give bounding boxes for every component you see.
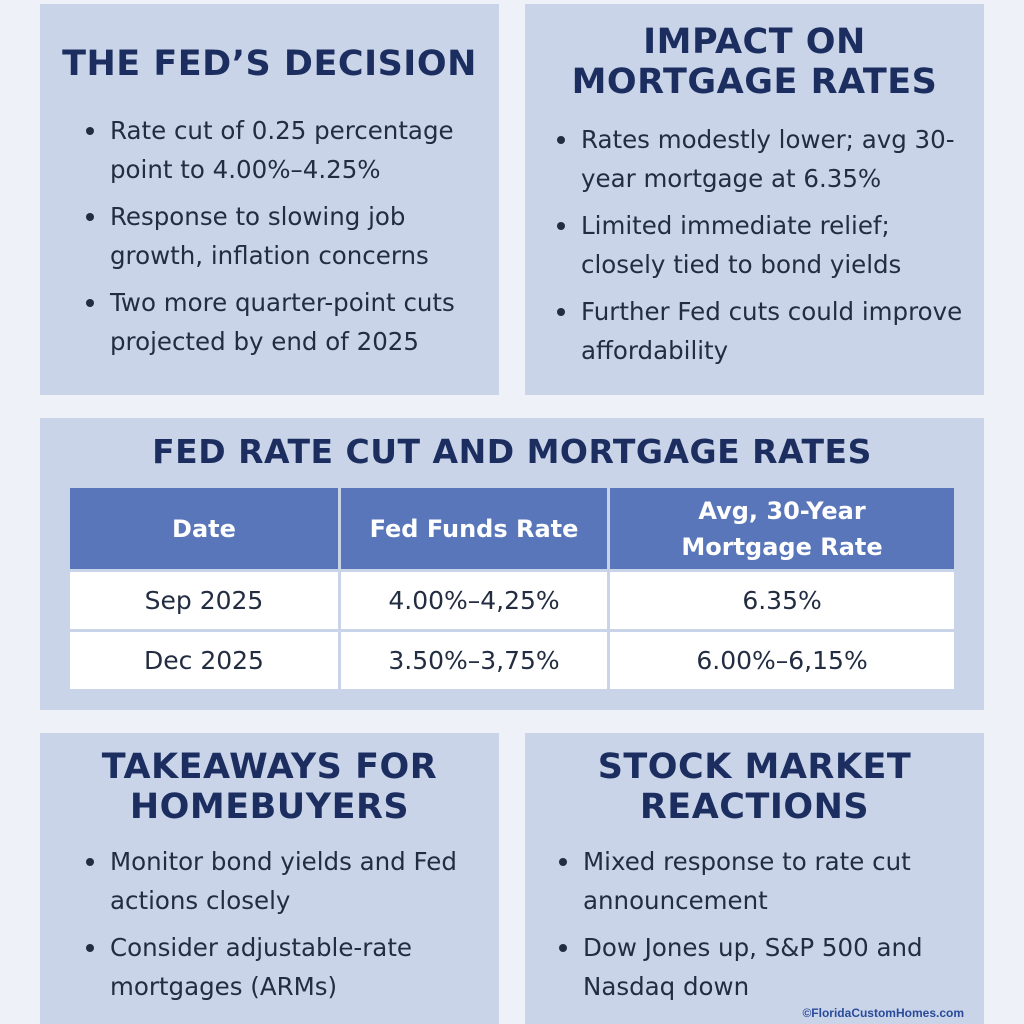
rate-table-title: FED RATE CUT AND MORTGAGE RATES — [152, 432, 872, 471]
takeaways-list: Monitor bond yields and Fed actions clos… — [84, 843, 485, 1015]
header-fed-funds-rate: Fed Funds Rate — [337, 485, 611, 572]
bullet-icon — [86, 944, 94, 952]
fed-decision-panel: THE FED’S DECISION Rate cut of 0.25 perc… — [40, 4, 499, 395]
stock-market-title: STOCK MARKET REACTIONS — [597, 747, 912, 827]
header-mortgage-rate: Avg, 30-Year Mortgage Rate — [607, 485, 957, 572]
watermark: ©FloridaCustomHomes.com — [802, 1006, 964, 1020]
bullet-icon — [557, 136, 565, 144]
mortgage-impact-title: IMPACT ON MORTGAGE RATES — [571, 22, 938, 102]
list-item: Rate cut of 0.25 percentage point to 4.0… — [84, 112, 485, 189]
cell-mortgage-rate: 6.00%–6,15% — [607, 629, 957, 692]
bullet-icon — [559, 858, 567, 866]
cell-fed-funds-rate: 3.50%–3,75% — [337, 629, 611, 692]
bullet-icon — [86, 213, 94, 221]
list-item: Two more quarter-point cuts projected by… — [84, 284, 485, 361]
list-item: Further Fed cuts could improve affordabi… — [555, 293, 970, 370]
list-item: Monitor bond yields and Fed actions clos… — [84, 843, 485, 920]
table-row: Sep 2025 4.00%–4,25% 6.35% — [67, 569, 957, 632]
bullet-icon — [559, 944, 567, 952]
cell-date: Dec 2025 — [67, 629, 341, 692]
takeaways-panel: TAKEAWAYS FOR HOMEBUYERS Monitor bond yi… — [40, 733, 499, 1024]
table-row: Dec 2025 3.50%–3,75% 6.00%–6,15% — [67, 629, 957, 692]
fed-decision-list: Rate cut of 0.25 percentage point to 4.0… — [84, 112, 485, 370]
list-item: Limited immediate relief; closely tied t… — [555, 207, 970, 284]
takeaways-title: TAKEAWAYS FOR HOMEBUYERS — [101, 747, 438, 827]
mortgage-impact-list: Rates modestly lower; avg 30-year mortga… — [555, 121, 970, 379]
rate-table-panel: FED RATE CUT AND MORTGAGE RATES Date Fed… — [40, 418, 984, 710]
list-item: Consider adjustable-rate mortgages (ARMs… — [84, 929, 485, 1006]
bullet-icon — [557, 222, 565, 230]
bullet-icon — [557, 308, 565, 316]
stock-market-panel: STOCK MARKET REACTIONS Mixed response to… — [525, 733, 984, 1024]
table-header-row: Date Fed Funds Rate Avg, 30-Year Mortgag… — [67, 485, 957, 572]
cell-mortgage-rate: 6.35% — [607, 569, 957, 632]
header-date: Date — [67, 485, 341, 572]
list-item: Mixed response to rate cut announcement — [557, 843, 970, 920]
stock-market-list: Mixed response to rate cut announcement … — [557, 843, 970, 1015]
cell-date: Sep 2025 — [67, 569, 341, 632]
list-item: Dow Jones up, S&P 500 and Nasdaq down — [557, 929, 970, 1006]
cell-fed-funds-rate: 4.00%–4,25% — [337, 569, 611, 632]
bullet-icon — [86, 127, 94, 135]
list-item: Rates modestly lower; avg 30-year mortga… — [555, 121, 970, 198]
rate-table: Date Fed Funds Rate Avg, 30-Year Mortgag… — [67, 485, 957, 692]
fed-decision-title: THE FED’S DECISION — [62, 44, 477, 84]
bullet-icon — [86, 858, 94, 866]
mortgage-impact-panel: IMPACT ON MORTGAGE RATES Rates modestly … — [525, 4, 984, 395]
bullet-icon — [86, 299, 94, 307]
list-item: Response to slowing job growth, inflatio… — [84, 198, 485, 275]
